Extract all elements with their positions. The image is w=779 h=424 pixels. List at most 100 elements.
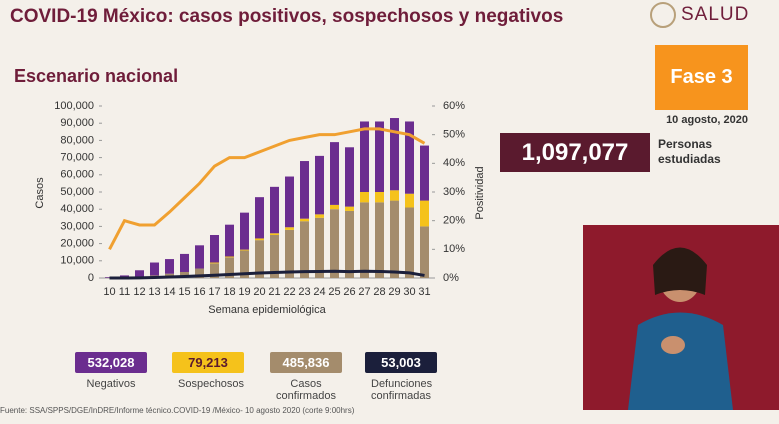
bar-segment — [210, 263, 219, 278]
subtitle: Escenario nacional — [14, 66, 179, 86]
y-tick-label: 100,000 — [54, 100, 94, 112]
bar-segment — [300, 161, 309, 219]
legend-total: 532,028 — [75, 352, 147, 373]
bar-segment — [390, 118, 399, 191]
bar-segment — [225, 224, 234, 257]
y-tick-label: 20,000 — [60, 238, 94, 250]
bar-segment — [345, 210, 354, 278]
bar-segment — [195, 268, 204, 278]
bar-segment — [330, 209, 339, 278]
x-tick-label: 24 — [313, 286, 325, 298]
bar-segment — [300, 218, 309, 222]
bar-segment — [375, 202, 384, 278]
y-tick-label: 40,000 — [60, 203, 94, 215]
y2-tick-label: 0% — [443, 272, 459, 284]
legend-label: Defunciones confirmadas — [371, 378, 433, 402]
legend-item: 79,213 Sospechosos — [172, 352, 244, 390]
phase: Fase 3 — [670, 66, 733, 88]
x-tick-label: 28 — [373, 286, 385, 298]
y-tick-label: 70,000 — [60, 152, 94, 164]
x-tick-label: 31 — [418, 286, 430, 298]
source: Fuente: SSA/SPPS/DGE/InDRE/Informe técni… — [0, 406, 355, 415]
logo: SALUD — [650, 2, 749, 28]
bar-segment — [165, 259, 174, 274]
bar-segment — [420, 226, 429, 278]
line — [109, 269, 425, 280]
x-tick-label: 16 — [193, 286, 205, 298]
bar-segment — [360, 121, 369, 192]
bar-segment — [375, 121, 384, 192]
x-tick-label: 26 — [343, 286, 355, 298]
logo-text: SALUD — [681, 4, 750, 26]
bar-segment — [330, 142, 339, 205]
y2-tick-label: 30% — [443, 186, 465, 198]
legend-item: 532,028 Negativos — [75, 352, 147, 390]
bar-segment — [180, 253, 189, 272]
bar-segment — [210, 262, 219, 264]
bar-segment — [360, 192, 369, 203]
bar-segment — [195, 245, 204, 269]
bar-segment — [120, 275, 129, 278]
chart: Casos Positividad Semana epidemiológica … — [34, 100, 486, 316]
people-box: 1,097,077 — [500, 133, 650, 172]
x-axis-label: Semana epidemiológica — [208, 304, 326, 316]
bar-segment — [240, 250, 249, 278]
bar-segment — [405, 207, 414, 278]
bar-segment — [405, 193, 414, 208]
y-tick-label: 10,000 — [60, 255, 94, 267]
y-tick-label: 80,000 — [60, 134, 94, 146]
bar-segment — [390, 200, 399, 278]
bar-segment — [420, 145, 429, 201]
date: 10 agosto, 2020 — [666, 114, 748, 126]
bar-segment — [405, 121, 414, 194]
x-tick-label: 22 — [283, 286, 295, 298]
legend-total: 485,836 — [270, 352, 342, 373]
legend-label: Negativos — [86, 378, 136, 390]
people-value: 1,097,077 — [521, 138, 629, 166]
y2-axis-label: Positividad — [474, 166, 486, 219]
bar-segment — [270, 233, 279, 235]
x-tick-label: 20 — [253, 286, 265, 298]
x-tick-label: 30 — [403, 286, 415, 298]
bar-segment — [255, 240, 264, 278]
x-tick-label: 11 — [119, 286, 130, 298]
bar-segment — [420, 200, 429, 227]
y-tick-label: 60,000 — [60, 169, 94, 181]
x-tick-label: 27 — [358, 286, 370, 298]
y2-tick-label: 20% — [443, 215, 465, 227]
y2-tick-label: 60% — [443, 100, 465, 112]
y-tick-label: 0 — [88, 272, 94, 284]
bar-segment — [285, 227, 294, 230]
x-tick-label: 23 — [298, 286, 310, 298]
x-tick-label: 10 — [103, 286, 115, 298]
y-tick-label: 30,000 — [60, 220, 94, 232]
x-tick-label: 25 — [328, 286, 340, 298]
bar-segment — [285, 229, 294, 278]
bar-segment — [225, 256, 234, 258]
bar-segment — [240, 212, 249, 250]
interpreter-video — [583, 225, 779, 410]
bar-segment — [210, 235, 219, 263]
x-tick-label: 17 — [208, 286, 220, 298]
bar-segment — [270, 186, 279, 234]
y2-tick-label: 50% — [443, 129, 465, 141]
y-axis-label: Casos — [34, 177, 46, 209]
people-label: Personas estudiadas — [658, 137, 721, 166]
legend-label: Casos confirmados — [276, 378, 336, 402]
bar-segment — [345, 147, 354, 207]
title: COVID-19 México: casos positivos, sospec… — [10, 6, 564, 27]
bar-segment — [360, 202, 369, 278]
x-tick-label: 13 — [148, 286, 160, 298]
phase-box: Fase 3 — [655, 45, 748, 110]
y-tick-label: 90,000 — [60, 117, 94, 129]
x-tick-label: 14 — [163, 286, 175, 298]
bar-segment — [135, 270, 144, 277]
x-tick-label: 19 — [238, 286, 250, 298]
bar-segment — [150, 262, 159, 276]
x-tick-label: 15 — [178, 286, 190, 298]
legend-item: 485,836 Casos confirmados — [270, 352, 342, 402]
line — [108, 127, 426, 251]
y2-tick-label: 10% — [443, 243, 465, 255]
bar-segment — [255, 197, 264, 239]
